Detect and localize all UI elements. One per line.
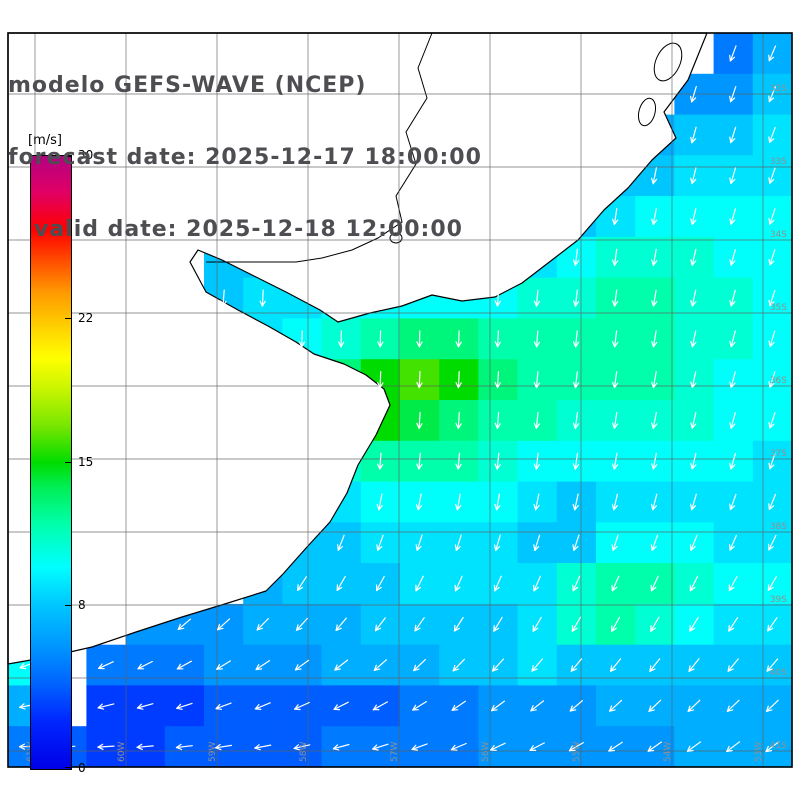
lat-label: 35S (770, 303, 787, 313)
lat-label: 37S (770, 449, 787, 459)
lon-label: 59W (208, 742, 218, 762)
lat-label: 39S (770, 595, 787, 605)
landmass (7, 32, 708, 665)
lat-label: 38S (770, 522, 787, 532)
lon-label: 56W (481, 742, 491, 762)
colorbar-tick-label: 0 (78, 761, 86, 775)
river-line (206, 32, 433, 263)
lat-label: 33S (770, 157, 787, 167)
lat-label: 40S (770, 668, 787, 678)
colorbar-unit-label: [m/s] (28, 133, 62, 148)
colorbar-tick-mark (65, 461, 71, 463)
lon-label: 58W (299, 742, 309, 762)
lagoon-outline (389, 232, 403, 244)
colorbar-gradient (30, 155, 72, 770)
lat-label: 36S (770, 376, 787, 386)
map-border (7, 32, 793, 768)
colorbar-tick-label: 15 (78, 454, 94, 469)
lat-label: 32S (770, 84, 787, 94)
lat-label: 41S (770, 741, 787, 751)
lagoon-outline (653, 42, 683, 82)
lon-label: 57W (390, 742, 400, 762)
colorbar-tick-mark (65, 604, 71, 606)
lat-label: 34S (770, 230, 787, 240)
lon-label: 60W (117, 742, 127, 762)
colorbar-tick-label: 30 (78, 148, 94, 162)
colorbar-tick-mark (65, 318, 71, 320)
lon-label: 55W (572, 742, 582, 762)
lon-label: 54W (663, 742, 673, 762)
colorbar-tick-label: 8 (78, 597, 86, 612)
colorbar-tick-label: 22 (78, 311, 94, 326)
lon-label: 53W (754, 742, 764, 762)
colorbar-tick-mark (65, 767, 71, 768)
colorbar-tick-mark (65, 156, 71, 157)
lagoon-outline (637, 97, 657, 127)
